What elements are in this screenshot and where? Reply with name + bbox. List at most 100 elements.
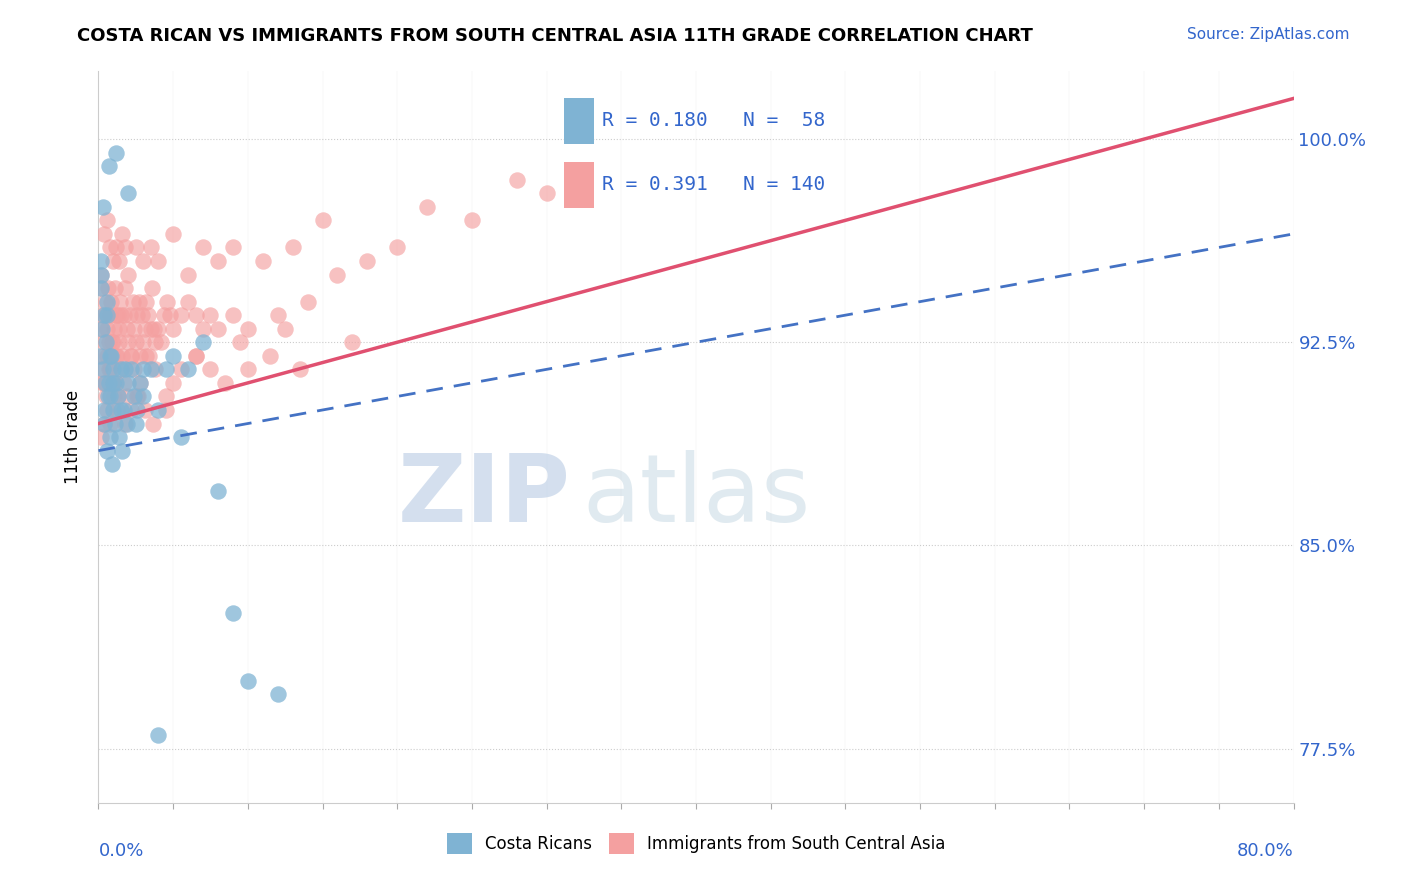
Point bbox=[91, 362, 114, 376]
Point bbox=[134, 322, 156, 336]
Point bbox=[112, 403, 135, 417]
Point bbox=[120, 403, 142, 417]
Point bbox=[169, 362, 191, 376]
Point bbox=[155, 362, 177, 376]
Point bbox=[222, 240, 245, 254]
Point bbox=[207, 484, 229, 499]
Point bbox=[125, 335, 148, 350]
Point bbox=[150, 335, 173, 350]
Point bbox=[124, 362, 146, 376]
Point bbox=[184, 349, 207, 363]
Point bbox=[104, 349, 127, 363]
Point bbox=[90, 268, 112, 282]
Point bbox=[311, 213, 333, 227]
Point bbox=[236, 673, 259, 688]
Point bbox=[107, 389, 129, 403]
Point bbox=[148, 254, 170, 268]
Point bbox=[214, 376, 236, 390]
Point bbox=[97, 335, 120, 350]
Point bbox=[105, 403, 128, 417]
Point bbox=[91, 349, 114, 363]
Point bbox=[177, 294, 200, 309]
Point bbox=[105, 145, 128, 160]
Point bbox=[506, 172, 529, 186]
Point bbox=[127, 308, 149, 322]
Point bbox=[105, 308, 128, 322]
Point bbox=[97, 281, 120, 295]
Point bbox=[115, 389, 138, 403]
Point bbox=[136, 308, 159, 322]
Point bbox=[274, 322, 297, 336]
Point bbox=[90, 322, 112, 336]
Point bbox=[108, 322, 131, 336]
Point bbox=[103, 335, 125, 350]
Point bbox=[229, 335, 252, 350]
Point bbox=[128, 294, 150, 309]
Point bbox=[98, 389, 122, 403]
Point bbox=[461, 213, 484, 227]
Point bbox=[103, 254, 125, 268]
Point bbox=[259, 349, 281, 363]
Point bbox=[112, 308, 135, 322]
Point bbox=[98, 240, 122, 254]
Point bbox=[207, 322, 229, 336]
Point bbox=[132, 389, 155, 403]
Text: COSTA RICAN VS IMMIGRANTS FROM SOUTH CENTRAL ASIA 11TH GRADE CORRELATION CHART: COSTA RICAN VS IMMIGRANTS FROM SOUTH CEN… bbox=[77, 27, 1033, 45]
Point bbox=[94, 308, 117, 322]
Point bbox=[114, 240, 136, 254]
Point bbox=[207, 254, 229, 268]
Point bbox=[96, 443, 118, 458]
Point bbox=[112, 376, 135, 390]
Point bbox=[191, 322, 214, 336]
Point bbox=[155, 389, 177, 403]
Point bbox=[90, 268, 112, 282]
Point bbox=[96, 308, 118, 322]
Point bbox=[120, 349, 142, 363]
Point bbox=[153, 308, 176, 322]
Point bbox=[103, 403, 125, 417]
Point bbox=[222, 308, 245, 322]
Point bbox=[139, 362, 162, 376]
Point bbox=[96, 322, 118, 336]
Point bbox=[222, 606, 245, 620]
Text: ZIP: ZIP bbox=[398, 450, 571, 541]
Point bbox=[107, 335, 129, 350]
Point bbox=[93, 417, 115, 431]
Point bbox=[129, 376, 152, 390]
Point bbox=[184, 308, 207, 322]
Point bbox=[89, 349, 111, 363]
Point bbox=[143, 362, 166, 376]
Point bbox=[91, 322, 114, 336]
Point bbox=[91, 308, 114, 322]
Point bbox=[236, 322, 259, 336]
Point bbox=[169, 308, 191, 322]
Point bbox=[111, 227, 134, 241]
Point bbox=[356, 254, 378, 268]
Point bbox=[155, 403, 177, 417]
Y-axis label: 11th Grade: 11th Grade bbox=[65, 390, 83, 484]
Point bbox=[236, 362, 259, 376]
Point bbox=[142, 417, 165, 431]
Point bbox=[98, 349, 122, 363]
Point bbox=[111, 349, 134, 363]
Point bbox=[93, 376, 115, 390]
Point bbox=[117, 335, 139, 350]
Point bbox=[148, 728, 170, 742]
Point bbox=[127, 389, 149, 403]
Point bbox=[135, 294, 157, 309]
Point bbox=[115, 417, 138, 431]
Point bbox=[267, 688, 290, 702]
Point bbox=[104, 281, 127, 295]
Point bbox=[96, 403, 118, 417]
Point bbox=[108, 430, 131, 444]
Point bbox=[98, 430, 121, 444]
Point bbox=[121, 294, 143, 309]
Point bbox=[117, 376, 139, 390]
Point bbox=[97, 376, 120, 390]
Point bbox=[108, 254, 131, 268]
Point bbox=[132, 254, 155, 268]
Point bbox=[177, 268, 200, 282]
Point bbox=[100, 349, 122, 363]
Point bbox=[97, 159, 120, 173]
Point bbox=[131, 308, 153, 322]
